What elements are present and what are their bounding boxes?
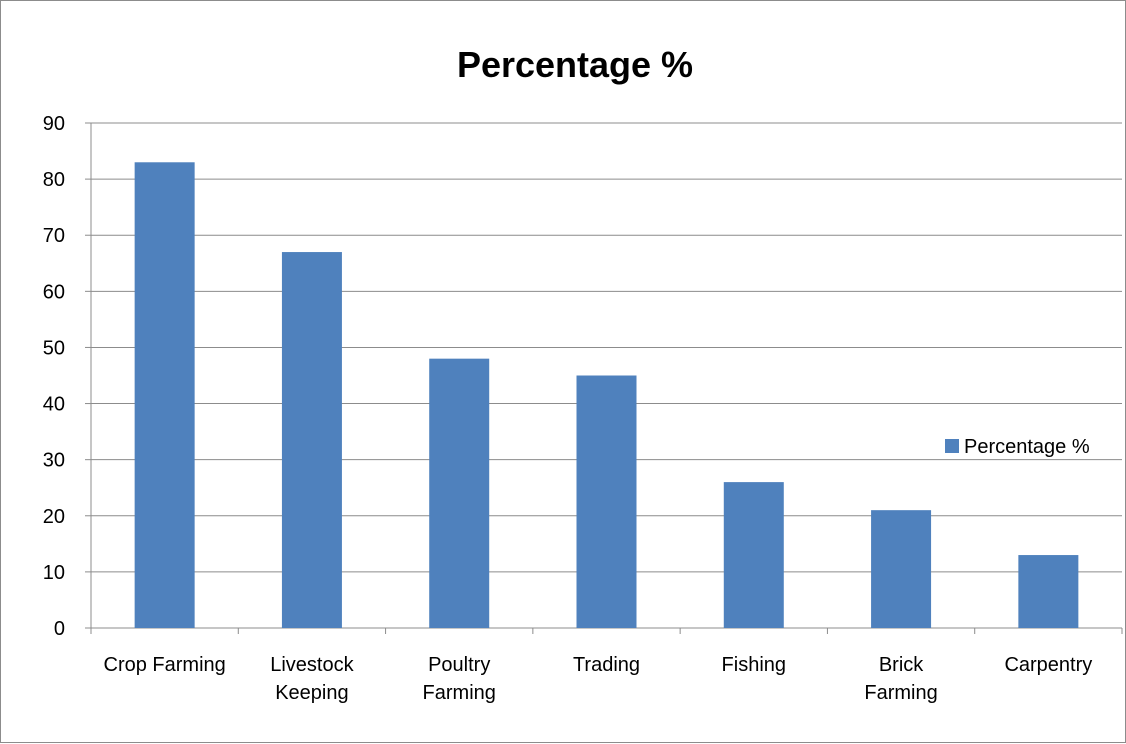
y-tick-labels: 0 10 20 30 40 50 60 70 80 90	[43, 113, 65, 640]
x-category-label: Brick	[879, 654, 924, 676]
bar	[281, 252, 342, 629]
y-tick-label: 20	[43, 506, 65, 528]
legend-swatch	[945, 439, 959, 453]
y-tick-label: 70	[43, 225, 65, 247]
y-tick-label: 50	[43, 337, 65, 359]
bar	[576, 375, 637, 628]
y-tick-label: 10	[43, 562, 65, 584]
chart-title: Percentage %	[457, 44, 693, 85]
gridlines	[91, 122, 1122, 573]
x-category-label: Farming	[423, 682, 496, 704]
x-category-label: Fishing	[722, 654, 786, 676]
bars	[134, 162, 1079, 629]
x-category-label: Trading	[573, 654, 640, 676]
bar	[723, 482, 784, 628]
y-tick-label: 80	[43, 169, 65, 191]
bar	[134, 162, 195, 628]
x-category-label: Carpentry	[1004, 654, 1092, 676]
x-category-labels: Crop Farming Livestock Keeping Poultry Farmi…	[104, 654, 1093, 704]
bar	[871, 510, 932, 628]
x-category-label: Crop Farming	[104, 654, 226, 676]
legend-label: Percentage %	[964, 436, 1090, 458]
y-tick-label: 40	[43, 394, 65, 416]
y-tick-label: 30	[43, 450, 65, 472]
x-category-label: Poultry	[428, 654, 490, 676]
y-tick-label: 90	[43, 113, 65, 135]
legend: Percentage %	[945, 436, 1090, 458]
bar	[429, 358, 490, 628]
bar	[1018, 555, 1079, 628]
y-tick-label: 60	[43, 281, 65, 303]
x-category-label: Keeping	[275, 682, 348, 704]
x-category-label: Farming	[864, 682, 937, 704]
y-tick-label: 0	[54, 618, 65, 640]
x-category-label: Livestock	[270, 654, 354, 676]
